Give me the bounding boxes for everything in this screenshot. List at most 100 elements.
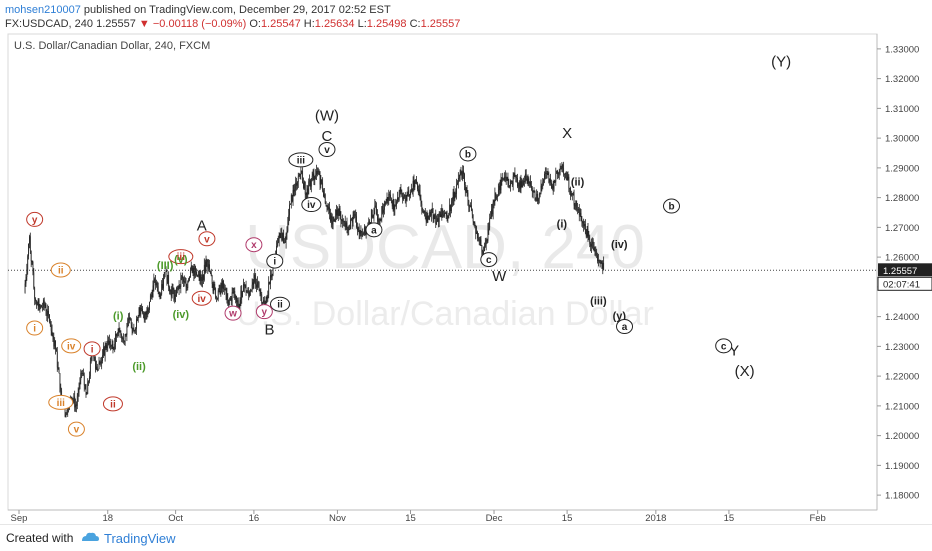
candle-body [99,362,101,364]
author-link[interactable]: mohsen210007 [5,4,81,16]
candle-body [341,219,343,222]
candle-body [36,300,37,304]
candle-body [375,205,377,208]
candle-body [568,176,570,189]
candle-body [494,192,496,201]
candle-body [301,170,303,172]
candle-body [243,283,244,292]
candle-body [196,271,197,275]
wave-label: Y [729,342,739,359]
wave-label: c [721,341,727,352]
candle-body [461,171,463,179]
candle-body [129,317,130,320]
candle-body [560,168,562,170]
candle-body [163,278,164,289]
candle-body [476,231,478,234]
candle-body [462,170,464,179]
open-value: 1.25547 [260,18,301,30]
candle-body [485,240,487,245]
candle-body [344,220,346,227]
candle-body [577,209,578,211]
candle-body [464,184,466,192]
wave-label: v [74,425,80,436]
candle-body [235,296,237,299]
candle-body [199,274,201,281]
wave-label: W [492,268,507,285]
candle-body [80,372,82,381]
candle-body [457,182,458,185]
candle-body [220,282,222,295]
candle-body [144,312,146,320]
candle-body [136,319,137,329]
wave-label-circle [245,237,263,253]
candle-body [538,193,540,199]
wave-label-circle [616,319,634,335]
candle-body [109,340,110,345]
candle-body [236,296,237,303]
candle-body [148,309,150,313]
candle-body [41,305,43,308]
candle-body [493,200,495,203]
candle-body [319,172,321,185]
candle-body [504,176,506,178]
candle-body [37,299,39,306]
candle-body [583,221,585,227]
candle-body [121,334,123,339]
candle-body [488,227,490,230]
candle-body [365,232,367,236]
wave-label: ii [58,265,64,276]
candle-body [533,190,535,192]
candle-body [542,181,544,187]
candle-body [116,333,117,337]
wave-label-circle [61,338,82,354]
candle-body [250,290,251,292]
candle-body [336,209,337,216]
candle-body [196,274,198,277]
x-tick-label: Dec [486,513,503,524]
candle-body [470,205,471,207]
candle-body [412,180,414,192]
candle-body [535,200,537,202]
candle-body [82,373,83,374]
wave-label-circle [318,142,336,157]
candle-body [65,414,67,417]
candle-body [523,180,524,185]
candle-body [404,194,406,201]
candle-body [430,211,431,216]
candle-body [573,193,575,206]
candle-body [386,197,388,201]
candle-body [222,280,223,289]
candle-body [388,193,390,201]
candle-body [100,362,102,364]
tradingview-brand[interactable]: TradingView [104,531,176,546]
x-tick-label: Nov [329,513,346,524]
candle-body [88,381,89,383]
candle-body [34,287,36,299]
candle-body [492,202,494,215]
candle-body [531,185,532,189]
candle-body [242,291,243,298]
candle-body [363,226,365,234]
wave-label: v [204,234,210,245]
candle-body [157,286,159,292]
candle-body [597,255,598,262]
candle-body [303,181,305,188]
wave-label-circle [224,305,242,321]
candle-body [321,179,323,183]
candle-body [404,194,405,197]
candle-body [299,173,301,176]
candle-body [327,206,329,210]
candle-body [214,284,216,289]
candle-body [194,266,196,276]
candle-body [417,189,419,193]
candle-body [332,221,334,225]
candle-body [468,200,470,208]
x-tick-label: Oct [168,513,183,524]
candle-body [551,185,553,189]
candle-body [471,205,472,210]
candle-body [224,289,226,291]
candle-body [487,229,489,241]
candle-body [521,181,523,188]
x-tick-label: Sep [11,513,28,524]
